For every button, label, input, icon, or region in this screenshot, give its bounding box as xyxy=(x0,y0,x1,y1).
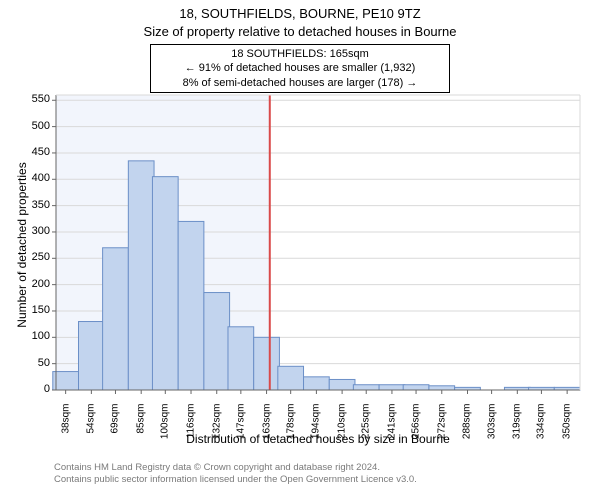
ytick: 550 xyxy=(10,93,50,105)
xtick: 85sqm xyxy=(136,404,147,454)
attribution: Contains HM Land Registry data © Crown c… xyxy=(54,462,417,487)
ytick: 500 xyxy=(10,120,50,132)
xtick: 163sqm xyxy=(261,404,272,454)
chart-container: 18, SOUTHFIELDS, BOURNE, PE10 9TZ Size o… xyxy=(0,0,600,500)
xtick: 194sqm xyxy=(311,404,322,454)
xtick: 69sqm xyxy=(110,404,121,454)
xtick: 319sqm xyxy=(512,404,523,454)
plot-area xyxy=(56,95,580,390)
xtick: 350sqm xyxy=(562,404,573,454)
xtick: 241sqm xyxy=(386,404,397,454)
xtick: 132sqm xyxy=(211,404,222,454)
ytick: 0 xyxy=(10,383,50,395)
ytick: 50 xyxy=(10,357,50,369)
callout-line1: 18 SOUTHFIELDS: 165sqm xyxy=(157,47,443,61)
xtick: 116sqm xyxy=(186,404,197,454)
xtick: 54sqm xyxy=(86,404,97,454)
callout-box: 18 SOUTHFIELDS: 165sqm ← 91% of detached… xyxy=(150,44,450,93)
chart-title: 18, SOUTHFIELDS, BOURNE, PE10 9TZ xyxy=(0,6,600,21)
xtick: 178sqm xyxy=(285,404,296,454)
callout-line2: ← 91% of detached houses are smaller (1,… xyxy=(157,61,443,75)
y-axis-label: Number of detached properties xyxy=(15,145,29,345)
xtick: 210sqm xyxy=(337,404,348,454)
xtick: 303sqm xyxy=(486,404,497,454)
xtick: 256sqm xyxy=(411,404,422,454)
x-axis-label: Distribution of detached houses by size … xyxy=(56,432,580,446)
xtick: 38sqm xyxy=(60,404,71,454)
attribution-line1: Contains HM Land Registry data © Crown c… xyxy=(54,462,417,474)
callout-line3: 8% of semi-detached houses are larger (1… xyxy=(157,76,443,90)
xtick: 288sqm xyxy=(462,404,473,454)
xtick: 334sqm xyxy=(536,404,547,454)
xtick: 147sqm xyxy=(235,404,246,454)
xtick: 225sqm xyxy=(361,404,372,454)
xtick: 100sqm xyxy=(160,404,171,454)
xtick: 272sqm xyxy=(436,404,447,454)
chart-subtitle: Size of property relative to detached ho… xyxy=(0,24,600,39)
attribution-line2: Contains public sector information licen… xyxy=(54,474,417,486)
